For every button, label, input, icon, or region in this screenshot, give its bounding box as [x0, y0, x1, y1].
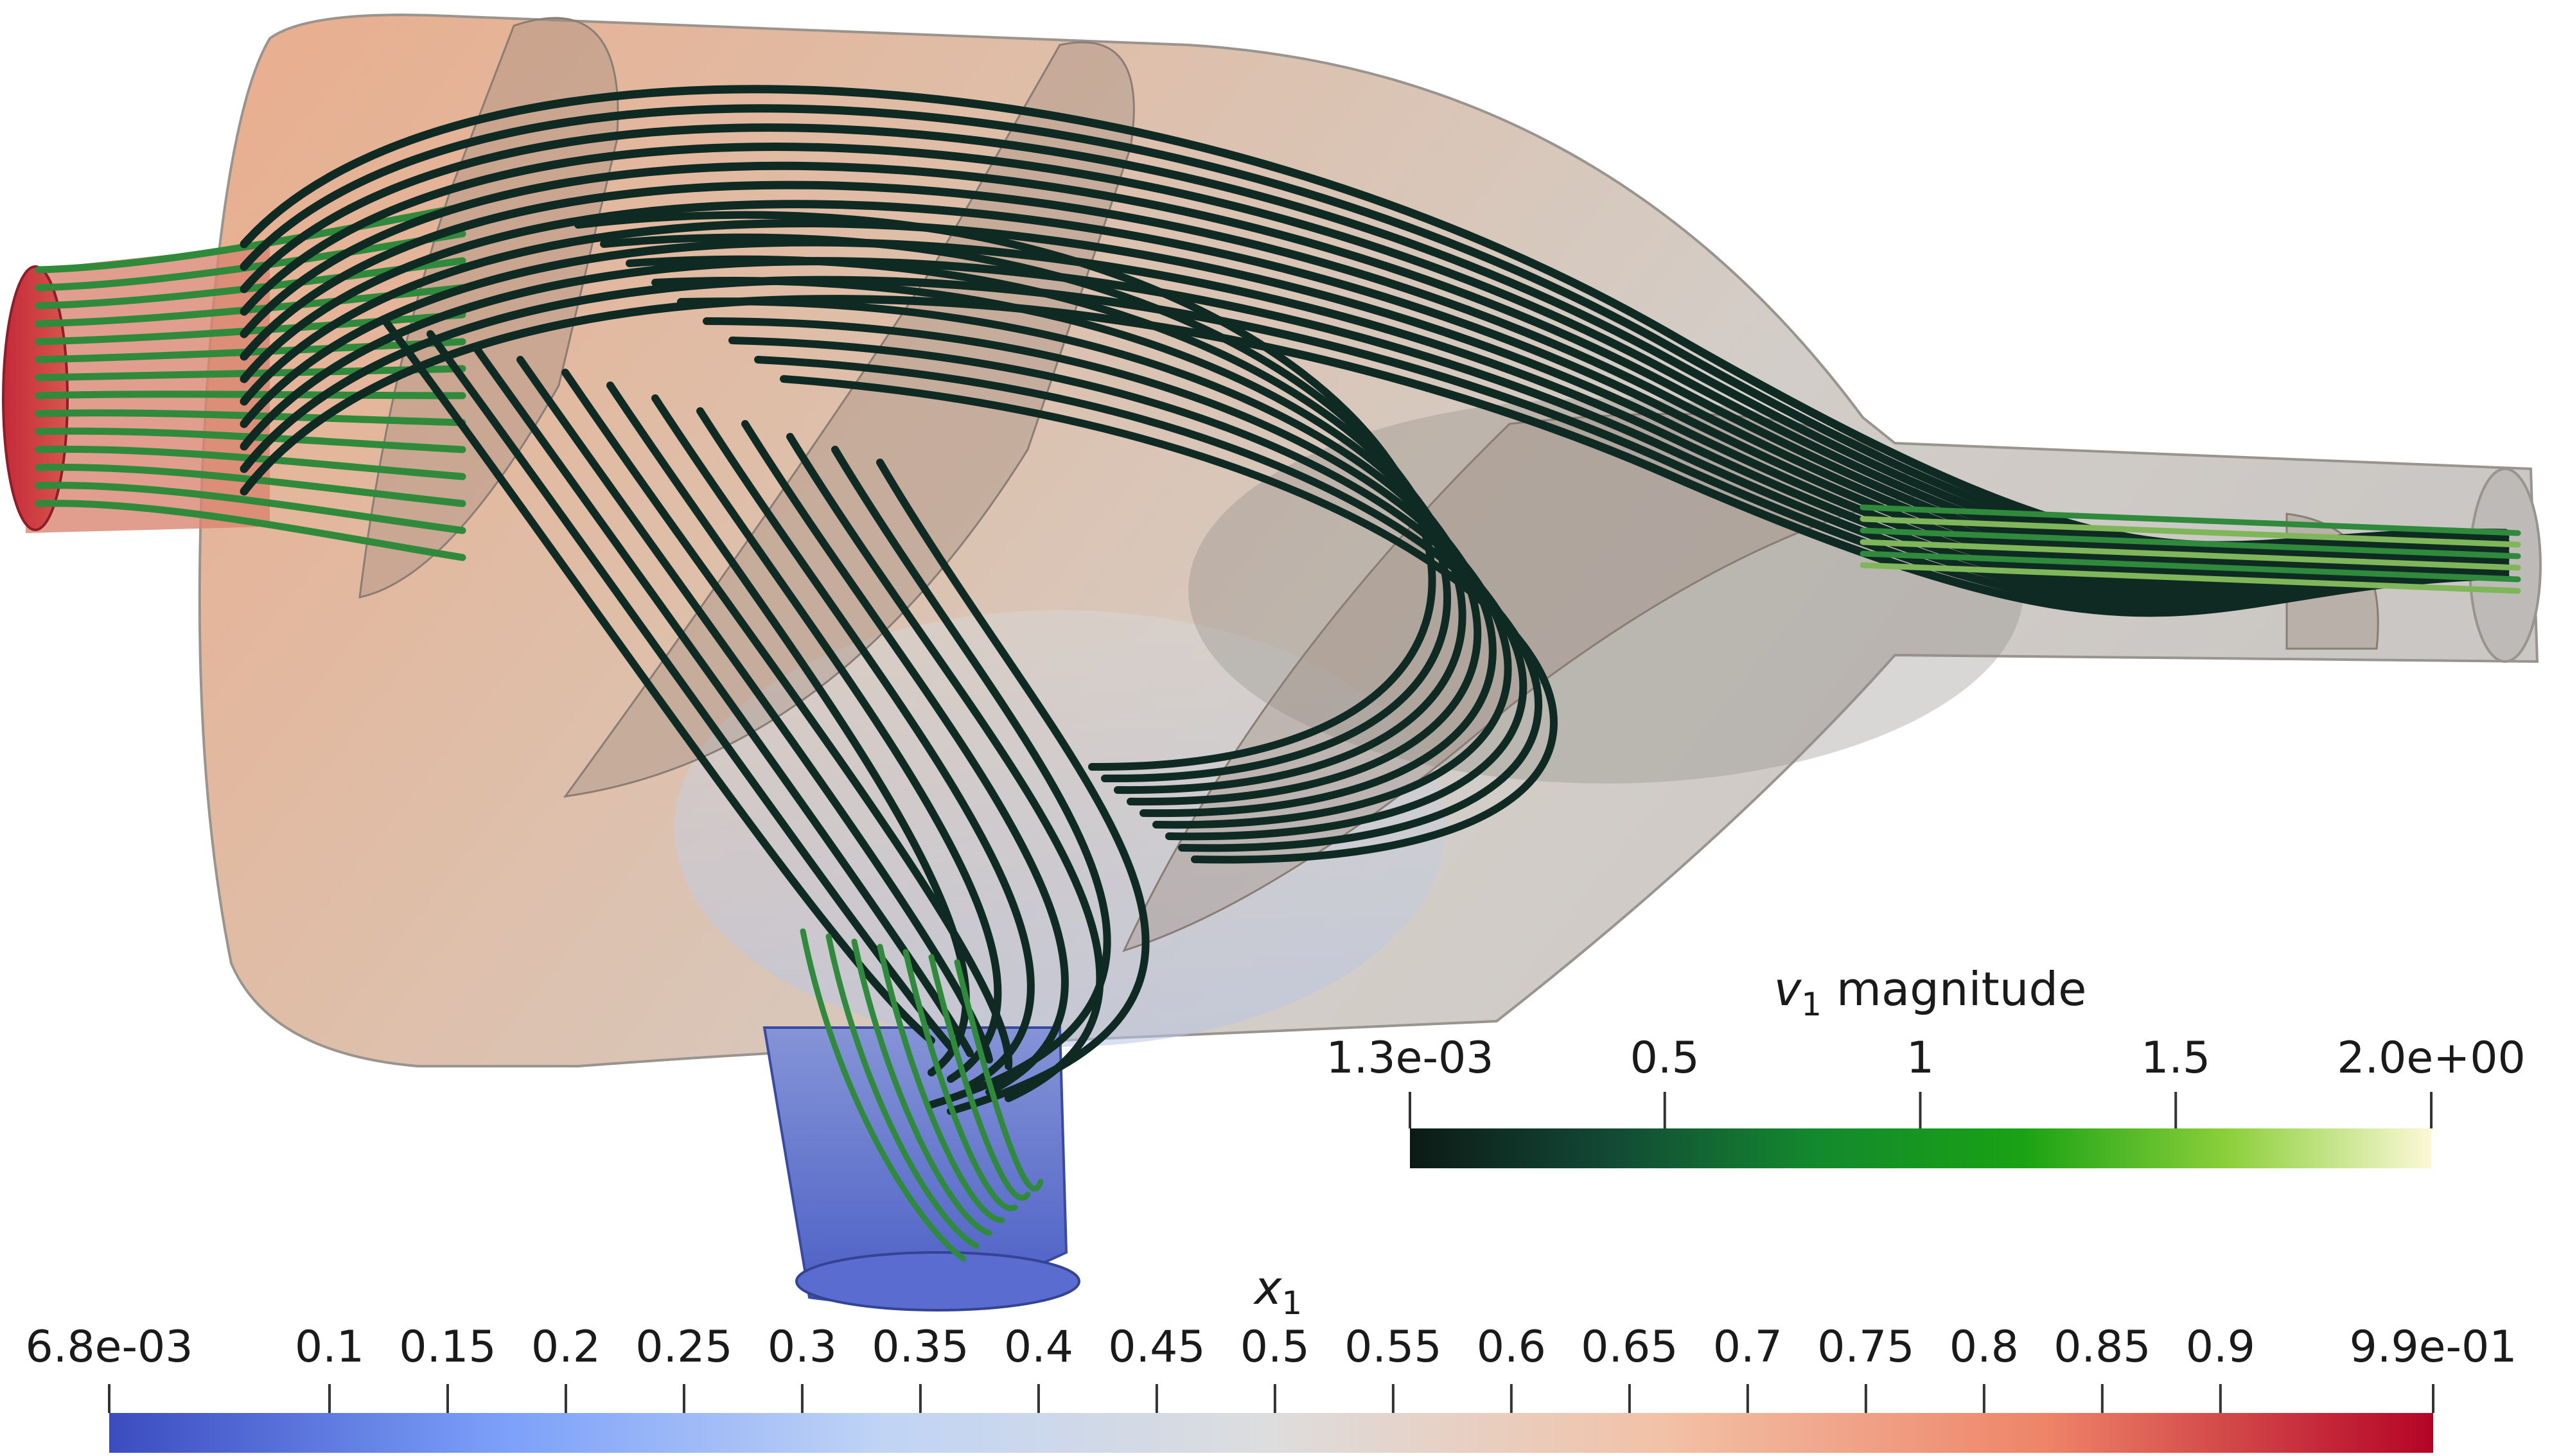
streamline	[954, 959, 1044, 1192]
streamline	[240, 238, 2510, 598]
outlet-face	[795, 1251, 1080, 1311]
colorbar-v1-title: v1 magnitude	[1774, 962, 2087, 1023]
colorbar-x1-tick-label: 0.1	[295, 1322, 364, 1373]
colorbar-x1-tick-label: 0.75	[1817, 1322, 1914, 1373]
colorbar-v1-tick-label: 1	[1906, 1033, 1934, 1083]
colorbar-x1-tick-label: 0.65	[1581, 1322, 1678, 1373]
streamline	[1860, 539, 2521, 571]
streamlines	[35, 85, 2521, 1262]
streamline	[35, 500, 466, 561]
colorbar-v1-tick-label: 2.0e+00	[2337, 1033, 2525, 1083]
streamline	[1860, 516, 2521, 548]
colorbar-x1-tick-label: 0.5	[1240, 1322, 1310, 1373]
streamline	[741, 420, 1069, 1096]
streamline	[240, 143, 2510, 567]
streamline	[1860, 562, 2521, 594]
streamline	[240, 104, 2510, 556]
colorbar-x1-tick-label: 6.8e-03	[25, 1322, 193, 1373]
streamline	[786, 433, 1104, 1102]
colorbar-x1-tick-label: 0.7	[1713, 1322, 1782, 1373]
streamline	[382, 317, 935, 1044]
streamline	[1860, 504, 2521, 536]
colorbar-x1-tick-label: 0.25	[635, 1322, 732, 1373]
streamline	[780, 375, 1558, 864]
streamline	[35, 409, 466, 426]
streamline	[928, 954, 1031, 1201]
colorbar-x1-tick-label: 0.55	[1344, 1322, 1441, 1373]
streamline	[606, 382, 970, 1076]
streamline	[902, 949, 1018, 1211]
colorbar-v1: v1 magnitude 1.3e-03 0.5 1 1.5 2.0e+00	[1326, 962, 2526, 1168]
streamline	[35, 427, 466, 453]
colorbar-x1-gradient	[109, 1413, 2433, 1453]
streamline	[35, 390, 466, 399]
colorbar-x1-tick-label: 0.6	[1477, 1322, 1546, 1373]
streamline	[876, 459, 1150, 1115]
streamline	[240, 218, 2510, 592]
bottom-outlet	[762, 1026, 1080, 1311]
streamline	[1860, 550, 2521, 583]
colorbar-x1-tick-label: 0.35	[872, 1322, 969, 1373]
colorbar-v1-tick-label: 0.5	[1630, 1033, 1700, 1083]
colorbar-x1-tick-label: 0.4	[1004, 1322, 1073, 1373]
streamline	[427, 330, 955, 1051]
streamline	[1860, 527, 2521, 559]
streamline	[651, 394, 1002, 1083]
colorbar-v1-gradient	[1410, 1128, 2431, 1168]
streamline	[240, 276, 2510, 611]
colorbar-v1-tick-label: 1.5	[2141, 1033, 2210, 1083]
streamline	[35, 464, 466, 507]
streamline	[35, 445, 466, 480]
colorbar-x1-tick-label: 0.3	[768, 1322, 837, 1373]
colorbar-x1-tick-label: 9.9e-01	[2349, 1322, 2517, 1373]
streamline	[851, 938, 992, 1236]
streamline	[240, 257, 2510, 604]
streamline	[800, 928, 967, 1262]
colorbar-x1-tick-label: 0.85	[2054, 1322, 2151, 1373]
colorbar-v1-tick-label: 1.3e-03	[1326, 1033, 1493, 1083]
streamline	[471, 343, 974, 1057]
streamline	[696, 407, 1035, 1089]
colorbar-x1-tick-label: 0.2	[531, 1322, 601, 1373]
colorbar-x1-tick-label: 0.9	[2186, 1322, 2255, 1373]
streamline	[825, 933, 980, 1249]
colorbar-x1-tick-label: 0.15	[399, 1322, 496, 1373]
colorbar-x1: x1 6.8e-03 0.1 0.15 0.2 0.25 0.3 0.35 0.4 0.45 0.…	[25, 1261, 2517, 1453]
colorbar-x1-tick-label: 0.45	[1108, 1322, 1205, 1373]
streamline	[877, 943, 1005, 1224]
streamline	[35, 482, 466, 534]
streamline	[240, 180, 2510, 579]
streamline	[240, 295, 2510, 617]
colorbar-x1-title: x1	[1253, 1261, 1302, 1322]
colorbar-x1-tick-label: 0.8	[1949, 1322, 2019, 1373]
streamline	[831, 446, 1111, 1109]
